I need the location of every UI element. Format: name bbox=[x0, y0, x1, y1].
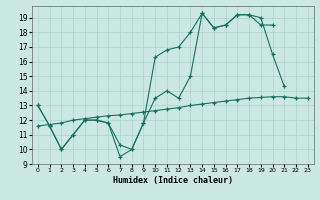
X-axis label: Humidex (Indice chaleur): Humidex (Indice chaleur) bbox=[113, 176, 233, 185]
